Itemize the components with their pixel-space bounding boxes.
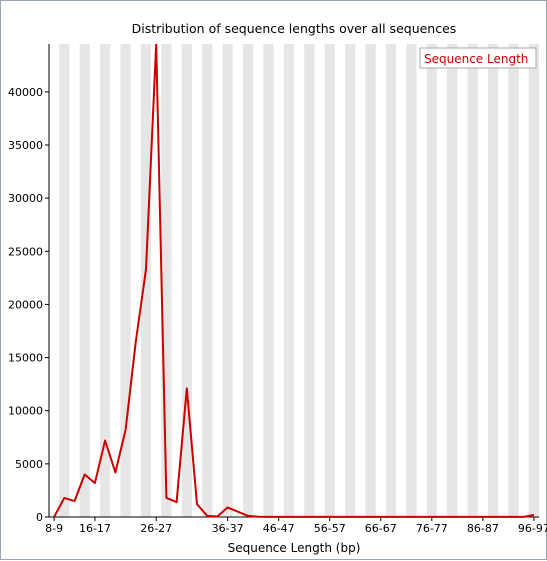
grid-band bbox=[161, 44, 172, 517]
grid-band bbox=[508, 44, 519, 517]
y-tick-label: 35000 bbox=[8, 139, 43, 152]
grid-band bbox=[447, 44, 458, 517]
x-axis-label: Sequence Length (bp) bbox=[228, 541, 361, 555]
grid-bands bbox=[59, 44, 539, 517]
grid-band bbox=[263, 44, 274, 517]
grid-band bbox=[242, 44, 254, 517]
grid-band bbox=[426, 44, 437, 517]
x-tick-label: 26-27 bbox=[140, 522, 172, 535]
x-tick-label: 56-57 bbox=[314, 522, 346, 535]
chart-title: Distribution of sequence lengths over al… bbox=[132, 21, 457, 36]
grid-band bbox=[345, 44, 356, 517]
grid-band bbox=[365, 44, 376, 517]
x-tick-label: 46-47 bbox=[263, 522, 295, 535]
grid-band bbox=[283, 44, 294, 517]
legend-box bbox=[419, 47, 537, 69]
grid-band bbox=[59, 44, 70, 517]
legend-entry-sequence-length: Sequence Length bbox=[424, 52, 528, 66]
y-tick-label: 30000 bbox=[8, 192, 43, 205]
grid-band bbox=[324, 44, 335, 517]
x-tick-label: 16-17 bbox=[79, 522, 111, 535]
y-tick-label: 15000 bbox=[8, 352, 43, 365]
y-tick-label: 0 bbox=[36, 511, 43, 524]
grid-band bbox=[140, 44, 152, 517]
x-axis: 8-9 16-17 26-27 36-37 46-47 56-57 66-67 76-77 86… bbox=[45, 516, 547, 535]
grid-band bbox=[222, 44, 233, 517]
series-layer bbox=[53, 44, 535, 518]
y-tick-label: 25000 bbox=[8, 245, 43, 258]
grid-band bbox=[304, 44, 315, 517]
x-tick-label: 66-67 bbox=[365, 522, 397, 535]
y-tick-label: 10000 bbox=[8, 405, 43, 418]
legend: Sequence Length bbox=[419, 47, 537, 69]
x-tick-label: 8-9 bbox=[45, 522, 63, 535]
grid-band bbox=[181, 44, 192, 517]
grid-band bbox=[100, 44, 111, 517]
x-tick-label: 36-37 bbox=[212, 522, 244, 535]
y-tick-label: 20000 bbox=[8, 298, 43, 311]
x-tick-label: 76-77 bbox=[416, 522, 448, 535]
x-tick-label: 96-97 bbox=[518, 522, 547, 535]
grid-band bbox=[467, 44, 478, 517]
x-tick-label: 86-87 bbox=[467, 522, 499, 535]
grid-band bbox=[487, 44, 499, 517]
grid-band bbox=[79, 44, 90, 517]
grid-band bbox=[406, 44, 417, 517]
y-axis: 0 5000 10000 15000 20000 25000 30000 35000 40000 bbox=[8, 44, 50, 524]
grid-band bbox=[528, 44, 539, 517]
series-line-sequence-length bbox=[53, 44, 535, 518]
y-tick-label: 5000 bbox=[15, 458, 43, 471]
grid-band bbox=[385, 44, 397, 517]
grid-band bbox=[202, 44, 213, 517]
y-tick-label: 40000 bbox=[8, 86, 43, 99]
grid-band bbox=[120, 44, 131, 517]
